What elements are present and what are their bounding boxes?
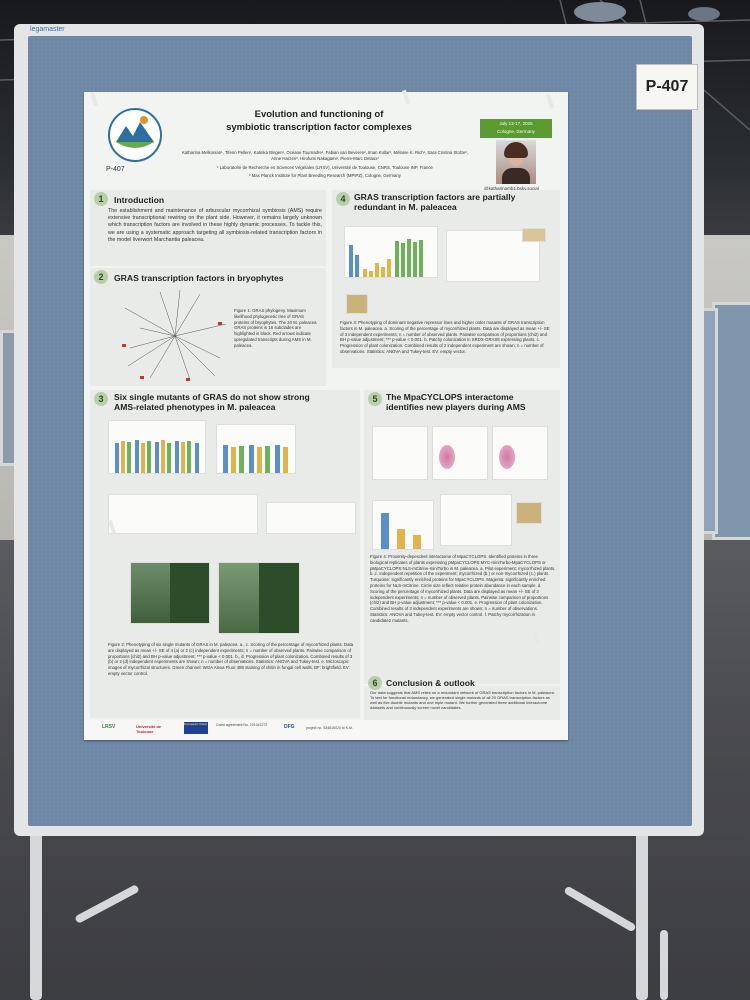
section-title: Introduction [114,195,165,205]
conference-logo [108,108,162,162]
footer-logo-toulouse: Université de Toulouse [136,724,162,734]
section-cyclops-interactome: 5 The MpaCYCLOPS interactome identifies … [364,390,560,684]
poster-id: P-407 [106,166,125,173]
section-title-line-2: identifies new players during AMS [386,402,526,412]
section-title-line-1: Six single mutants of GRAS do not show s… [114,392,310,402]
figure-4b-volcano [432,426,488,480]
footer-dfg-project: project no. 534816024 to K.M. [306,726,353,730]
figure-4a-volcano [372,426,428,480]
figure-4-caption: Figure 4: Proximity-dependent interactom… [370,554,556,623]
figure-1-caption: Figure 1: GRAS phylogeny. Maximum likeli… [234,308,317,348]
section-number: 1 [94,192,108,206]
section-title: GRAS transcription factors are partially… [354,192,554,212]
figure-3a-bar-chart [344,226,438,278]
figure-2e-microscopy-1 [130,562,210,624]
section-title: The MpaCYCLOPS interactome identifies ne… [386,392,556,412]
section-single-mutants: 3 Six single mutants of GRAS do not show… [90,390,360,718]
figure-2a-bar-chart [108,420,206,474]
figure-4f-image [516,502,542,524]
title-line-2: symbiotic transcription factor complexes [226,122,412,133]
stand-leg-right [636,830,648,1000]
conclusion-text: Our data suggests that AMS relies on a r… [370,690,555,710]
phylogeny-tree [122,289,227,381]
section-number: 3 [94,392,108,406]
section-number: 4 [336,192,350,206]
section-number: 5 [368,392,382,406]
figure-2-caption: Figure 2: Phenotyping of six single muta… [108,642,354,676]
section-introduction: 1 Introduction The establishment and mai… [90,190,326,266]
figure-2b-box-plot [108,494,258,534]
poster: P-407 Evolution and functioning of symbi… [84,92,568,740]
affiliation-1: ¹ Laboratoire de Recherche en Sciences V… [217,165,433,170]
poster-title: Evolution and functioning of symbiotic t… [204,108,434,134]
social-handle: @katharinamb1.bsky.social [484,186,539,191]
authors: Katharina Melkonian¹, Tifenn Pellen¹, Ka… [180,150,470,179]
date-box: July 13-17, 2025 Cologne, Germany [480,119,552,138]
figure-2d-box-plot [266,502,356,534]
stand-leg-left [30,830,42,1000]
section-number: 6 [368,676,382,690]
poster-footer: LRSV Université de Toulouse European Uni… [84,720,568,740]
section-gras-bryophytes: 2 GRAS transcription factors in bryophyt… [90,268,326,386]
date-line-2: Cologne, Germany [497,129,535,134]
affiliation-2: ² Max Planck Institute for Plant Breedin… [249,173,401,178]
figure-3-inset [522,228,546,242]
footer-grant: Grant agreement No. 101041272 [216,723,268,727]
figure-2e-microscopy-2 [218,562,300,634]
footer-logo-dfg: DFG [284,724,295,730]
section-title-line-1: The MpaCYCLOPS interactome [386,392,514,402]
section-conclusion: 6 Conclusion & outlook Our data suggests… [364,676,560,720]
figure-3b-image [346,294,368,314]
footer-logo-lrsv: LRSV [102,724,116,730]
date-line-1: July 13-17, 2025 [499,121,533,126]
section-title-line-1: GRAS transcription factors are partially [354,192,516,202]
section-gras-redundant: 4 GRAS transcription factors are partial… [332,190,560,368]
stand-brand: legamaster [30,26,65,33]
section-title: GRAS transcription factors in bryophytes [114,273,284,283]
figure-4e-box-plot [440,494,512,546]
figure-4c-volcano [492,426,548,480]
author-photo [496,140,536,184]
figure-4d-bar-chart [372,500,434,550]
section-number: 2 [94,270,108,284]
stand-foot-right-2 [660,930,668,1000]
footer-logo-eu: European Union [184,722,208,734]
figure-3-caption: Figure 3: Phenotyping of dominant negati… [340,320,550,354]
right-poster-board [712,302,750,540]
section-title: Six single mutants of GRAS do not show s… [114,392,354,412]
title-line-1: Evolution and functioning of [254,109,384,120]
figure-2c-bar-chart [216,424,296,474]
section-text: The establishment and maintenance of arb… [108,208,322,243]
author-list: Katharina Melkonian¹, Tifenn Pellen¹, Ka… [181,150,469,161]
section-title-line-2: AMS-related phenotypes in M. paleacea [114,402,276,412]
poster-number-card: P-407 [636,64,698,110]
section-title-line-2: redundant in M. paleacea [354,202,457,212]
section-title: Conclusion & outlook [386,678,475,688]
